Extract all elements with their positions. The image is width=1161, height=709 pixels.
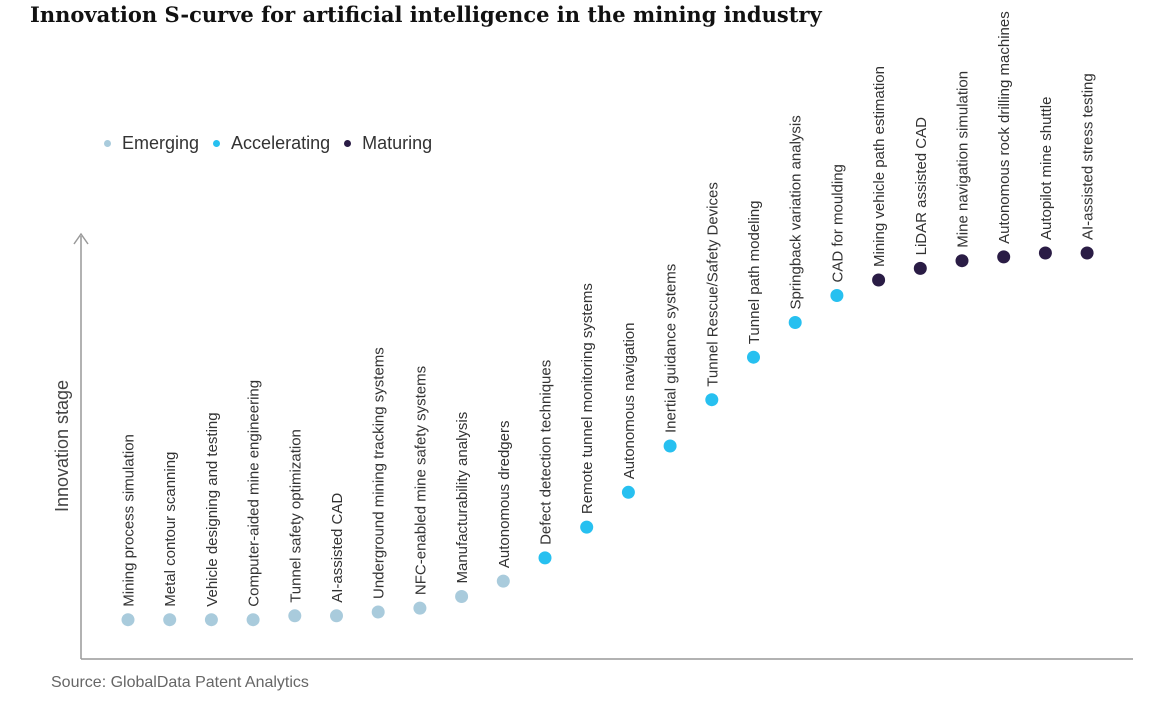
label-nfc-enabled-mine-safety-systems: NFC-enabled mine safety systems [412,366,429,595]
point-vehicle-designing-and-testing [204,613,218,627]
point-tunnel-safety-optimization [288,609,302,623]
label-tunnel-rescue-safety-devices: Tunnel Rescue/Safety Devices [704,182,721,387]
label-inertial-guidance-systems: Inertial guidance systems [663,264,680,433]
label-autonomous-dredgers: Autonomous dredgers [496,421,513,569]
label-lidar-assisted-cad: LiDAR assisted CAD [913,117,930,256]
point-mining-process-simulation [121,613,135,627]
point-tunnel-rescue-safety-devices [705,393,719,407]
point-metal-contour-scanning [163,613,177,627]
point-mining-vehicle-path-estimation [872,273,886,287]
point-tunnel-path-modeling [747,350,760,364]
label-cad-for-moulding: CAD for moulding [829,164,846,282]
point-autonomous-navigation [621,485,635,499]
label-manufacturability-analysis: Manufacturability analysis [454,412,471,584]
label-metal-contour-scanning: Metal contour scanning [162,452,179,607]
legend-dot-maturing [344,140,352,147]
legend-dot-emerging [104,140,111,147]
label-springback-variation-analysis: Springback variation analysis [788,115,805,309]
point-computer-aided-mine-engineering [246,613,260,627]
point-autopilot-mine-shuttle [1038,246,1052,260]
legend-dot-accelerating [213,140,221,147]
label-tunnel-path-modeling: Tunnel path modeling [746,200,763,344]
point-ai-assisted-stress-testing [1080,246,1094,260]
label-vehicle-designing-and-testing: Vehicle designing and testing [204,412,221,606]
point-underground-mining-tracking-systems [371,605,385,619]
y-axis-arrow-icon [73,232,89,245]
y-axis-label: Innovation stage [52,380,72,512]
label-tunnel-safety-optimization: Tunnel safety optimization [287,429,304,603]
point-nfc-enabled-mine-safety-systems [413,601,427,615]
point-autonomous-dredgers [496,574,510,588]
point-mine-navigation-simulation [955,254,969,268]
point-springback-variation-analysis [788,316,802,329]
point-lidar-assisted-cad [913,261,927,275]
source-note: Source: GlobalData Patent Analytics [51,674,309,691]
label-autonomous-rock-drilling-machines: Autonomous rock drilling machines [996,11,1013,244]
label-ai-assisted-stress-testing: AI-assisted stress testing [1080,73,1097,240]
label-mining-vehicle-path-estimation: Mining vehicle path estimation [871,66,888,267]
label-remote-tunnel-monitoring-systems: Remote tunnel monitoring systems [579,283,596,514]
point-ai-assisted-cad [330,609,343,623]
legend-item-emerging: Emerging [104,133,199,154]
point-defect-detection-techniques [538,551,552,565]
label-autonomous-navigation: Autonomous navigation [621,323,638,480]
legend-label-maturing: Maturing [362,133,433,153]
label-ai-assisted-cad: AI-assisted CAD [329,493,346,603]
label-autopilot-mine-shuttle: Autopilot mine shuttle [1038,97,1055,240]
point-autonomous-rock-drilling-machines [997,250,1011,264]
label-defect-detection-techniques: Defect detection techniques [538,360,555,545]
label-mining-process-simulation: Mining process simulation [121,434,138,607]
label-underground-mining-tracking-systems: Underground mining tracking systems [371,347,388,599]
legend-label-emerging: Emerging [122,133,200,153]
point-remote-tunnel-monitoring-systems [580,520,594,534]
chart-title: Innovation S-curve for artificial intell… [30,2,822,27]
point-inertial-guidance-systems [663,439,677,453]
points-layer: Mining process simulation Metal contour s… [121,11,1097,627]
label-computer-aided-mine-engineering: Computer-aided mine engineering [246,380,263,607]
label-mine-navigation-simulation: Mine navigation simulation [955,71,972,248]
legend: Emerging Accelerating Maturing [104,133,446,154]
legend-item-maturing: Maturing [344,133,432,154]
point-cad-for-moulding [830,289,844,302]
point-manufacturability-analysis [455,590,469,603]
legend-label-accelerating: Accelerating [231,133,331,153]
legend-item-accelerating: Accelerating [213,133,330,154]
